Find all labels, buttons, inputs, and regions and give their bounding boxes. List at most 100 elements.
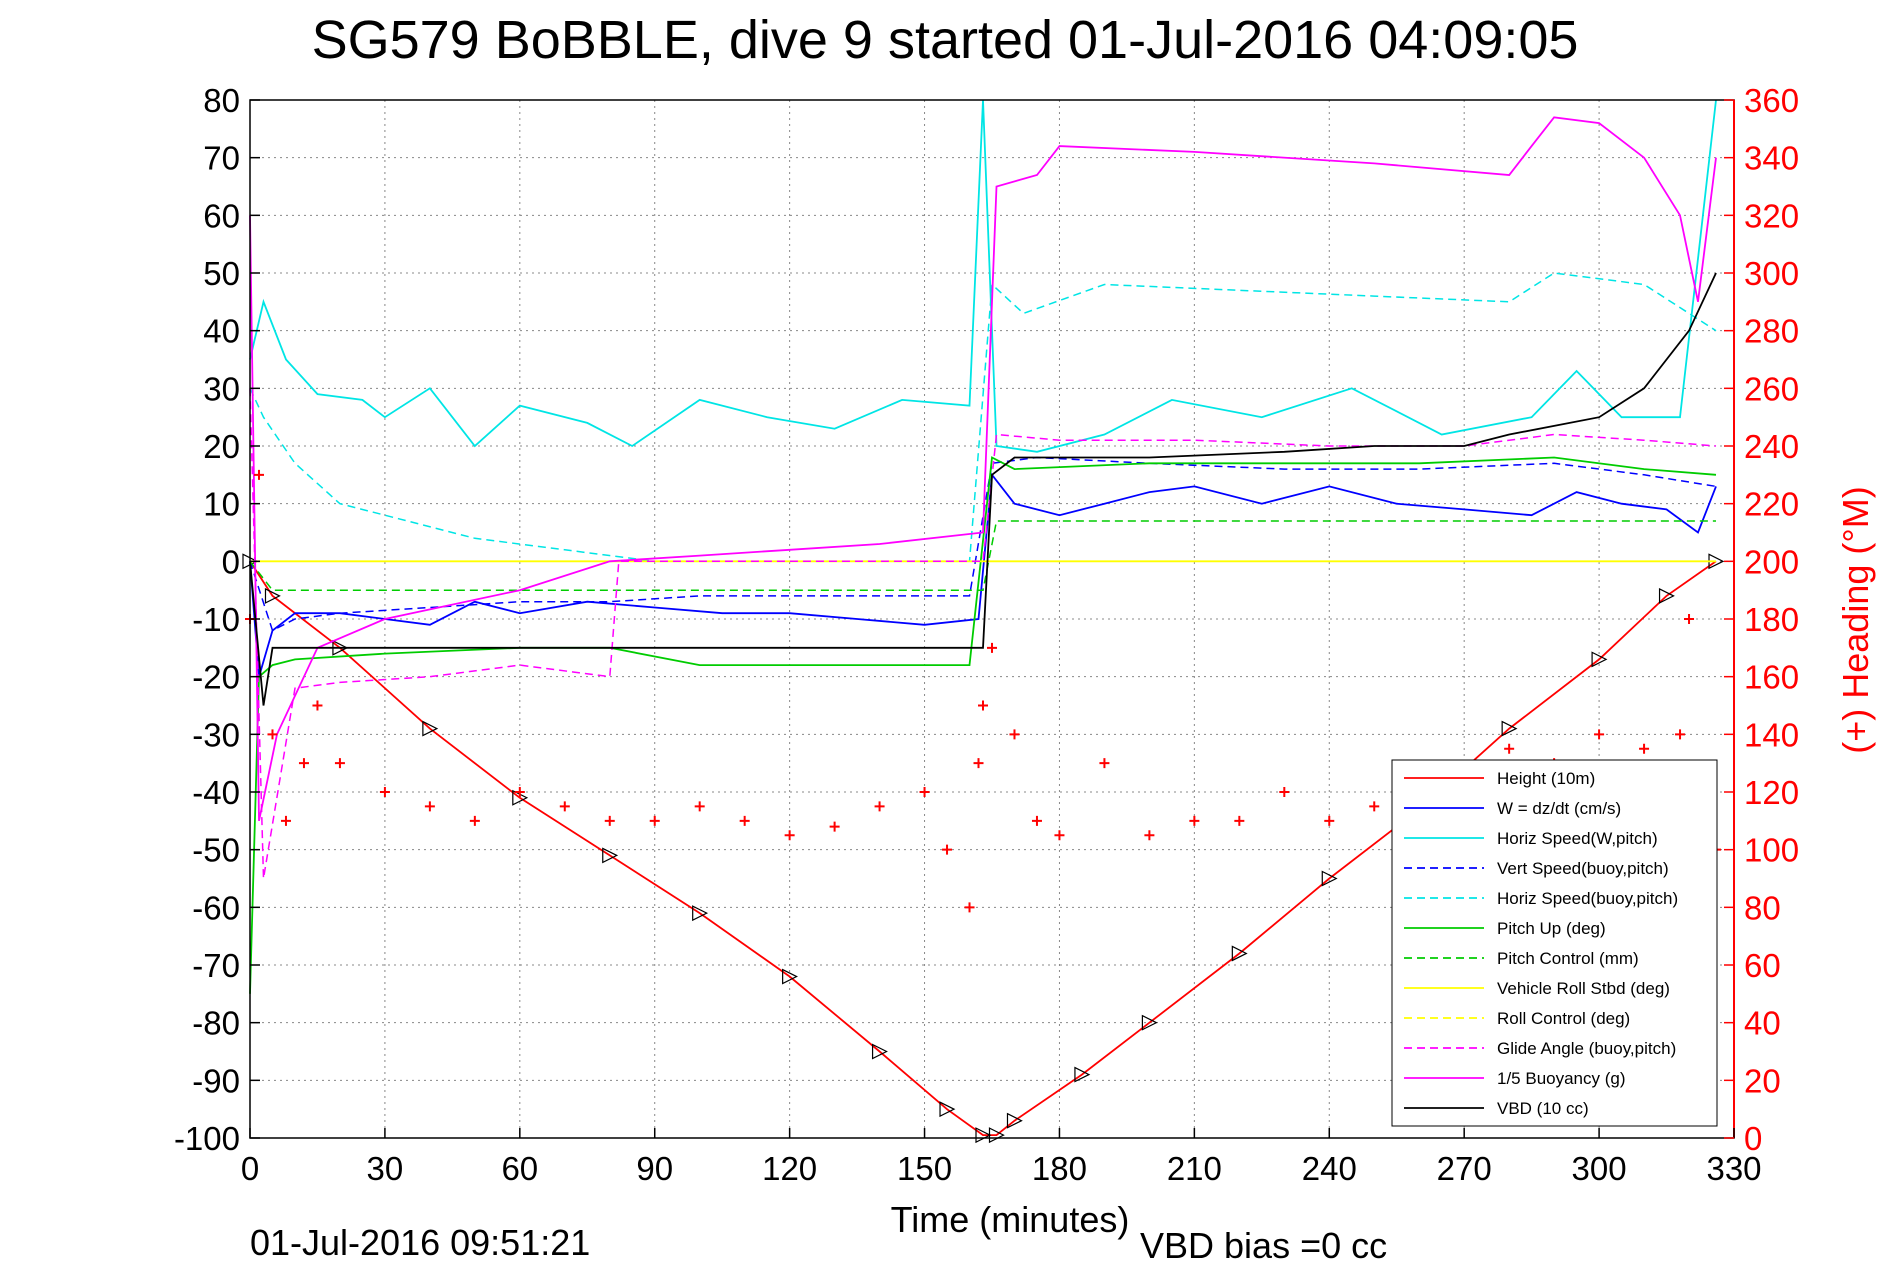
- heading-point: [280, 815, 291, 826]
- heading-point: [1504, 743, 1515, 754]
- legend-box: [1391, 759, 1718, 1127]
- heading-point: [978, 700, 989, 711]
- heading-point: [469, 815, 480, 826]
- heading-point: [1234, 815, 1245, 826]
- x-tick-label: 60: [501, 1150, 538, 1187]
- legend-label: Glide Angle (buoy,pitch): [1497, 1039, 1676, 1058]
- y-tick-label: 30: [203, 370, 240, 407]
- x-tick-label: 30: [367, 1150, 404, 1187]
- x-tick-label: 300: [1572, 1150, 1627, 1187]
- heading-point: [1009, 729, 1020, 740]
- height-marker: [264, 587, 281, 604]
- right-tick-label: 220: [1744, 486, 1799, 523]
- heading-point: [298, 758, 309, 769]
- legend-label: Horiz Speed(W,pitch): [1497, 829, 1658, 848]
- y-tick-label: 80: [203, 82, 240, 119]
- series-pitch-up-deg: [249, 456, 1717, 994]
- series-1-5-buoyancy-g: [249, 116, 1717, 821]
- heading-point: [1054, 830, 1065, 841]
- heading-point: [1639, 743, 1650, 754]
- right-tick-label: 120: [1744, 774, 1799, 811]
- series-vert-speed-buoy-pitch: [249, 456, 1717, 632]
- legend-label: Vert Speed(buoy,pitch): [1497, 859, 1669, 878]
- heading-point: [784, 830, 795, 841]
- y-tick-label: -70: [192, 947, 240, 984]
- legend-label: W = dz/dt (cm/s): [1497, 799, 1621, 818]
- heading-point: [874, 801, 885, 812]
- right-tick-label: 200: [1744, 543, 1799, 580]
- heading-point: [379, 787, 390, 797]
- heading-point: [334, 758, 345, 769]
- y-tick-label: -20: [192, 659, 240, 696]
- right-tick-label: 0: [1744, 1120, 1762, 1157]
- y-tick-label: -30: [192, 716, 240, 753]
- right-tick-label: 240: [1744, 428, 1799, 465]
- series-w-dz-dt-cm-s: [249, 472, 1717, 677]
- legend-label: 1/5 Buoyancy (g): [1497, 1069, 1626, 1088]
- height-marker: [782, 968, 798, 985]
- height-marker: [1321, 870, 1338, 887]
- right-tick-label: 260: [1744, 370, 1799, 407]
- series-layer: [242, 99, 1725, 1144]
- right-tick-label: 100: [1744, 832, 1799, 869]
- y-tick-label: 0: [222, 543, 240, 580]
- heading-point: [1594, 729, 1605, 740]
- legend-label: Vehicle Roll Stbd (deg): [1497, 979, 1670, 998]
- height-marker: [692, 905, 709, 922]
- height-marker: [602, 847, 619, 864]
- heading-point: [424, 801, 435, 812]
- heading-point: [1189, 815, 1200, 826]
- x-tick-label: 0: [241, 1150, 259, 1187]
- legend: Height (10m) W = dz/dt (cm/s) Horiz Speed(…: [1391, 759, 1718, 1127]
- height-marker: [1231, 945, 1248, 962]
- right-tick-label: 360: [1744, 82, 1799, 119]
- x-axis-label: Time (minutes): [891, 1199, 1130, 1240]
- y-tick-label: -40: [192, 774, 240, 811]
- y-tick-label: 10: [203, 486, 240, 523]
- ticks-layer: 0 30 60 90 120 150 180 210 240 270 300 330807060504…: [174, 82, 1799, 1187]
- heading-point: [514, 787, 525, 797]
- right-tick-label: 60: [1744, 947, 1781, 984]
- heading-point: [1324, 815, 1335, 826]
- series-horiz-speed-w-pitch: [249, 99, 1717, 453]
- x-tick-label: 210: [1167, 1150, 1222, 1187]
- right-tick-label: 300: [1744, 255, 1799, 292]
- height-marker: [1658, 587, 1675, 604]
- heading-point: [1279, 787, 1290, 797]
- y-tick-label: 20: [203, 428, 240, 465]
- heading-point: [919, 787, 930, 797]
- y-tick-label: -80: [192, 1005, 240, 1042]
- footer-date: 01-Jul-2016 09:51:21: [250, 1222, 590, 1262]
- right-axis-label: (+) Heading (°M): [1835, 486, 1876, 753]
- heading-point: [964, 902, 975, 913]
- y-tick-label: -50: [192, 832, 240, 869]
- x-tick-label: 150: [897, 1150, 952, 1187]
- heading-point: [973, 758, 984, 769]
- heading-point: [1675, 729, 1686, 740]
- heading-point: [739, 815, 750, 826]
- y-tick-label: -90: [192, 1062, 240, 1099]
- heading-point: [1031, 815, 1042, 826]
- heading-point: [942, 844, 953, 855]
- heading-point: [1684, 614, 1695, 624]
- right-tick-label: 80: [1744, 889, 1781, 926]
- y-tick-label: 60: [203, 197, 240, 234]
- legend-label: Roll Control (deg): [1497, 1009, 1630, 1028]
- height-marker: [871, 1043, 888, 1060]
- chart-title: SG579 BoBBLE, dive 9 started 01-Jul-2016…: [312, 10, 1579, 70]
- x-tick-label: 180: [1032, 1150, 1087, 1187]
- right-tick-label: 320: [1744, 197, 1799, 234]
- heading-point: [1099, 758, 1110, 769]
- y-tick-label: 40: [203, 313, 240, 350]
- right-tick-label: 40: [1744, 1005, 1781, 1042]
- series-pitch-control-mm: [249, 520, 1716, 591]
- heading-point: [253, 469, 264, 480]
- heading-point: [312, 700, 323, 711]
- right-tick-label: 280: [1744, 313, 1799, 350]
- y-tick-label: -60: [192, 889, 240, 926]
- footer-vbd-bias: VBD bias =0 cc: [1140, 1225, 1387, 1262]
- legend-label: Pitch Up (deg): [1497, 919, 1606, 938]
- legend-label: VBD (10 cc): [1497, 1099, 1589, 1118]
- right-tick-label: 20: [1744, 1062, 1781, 1099]
